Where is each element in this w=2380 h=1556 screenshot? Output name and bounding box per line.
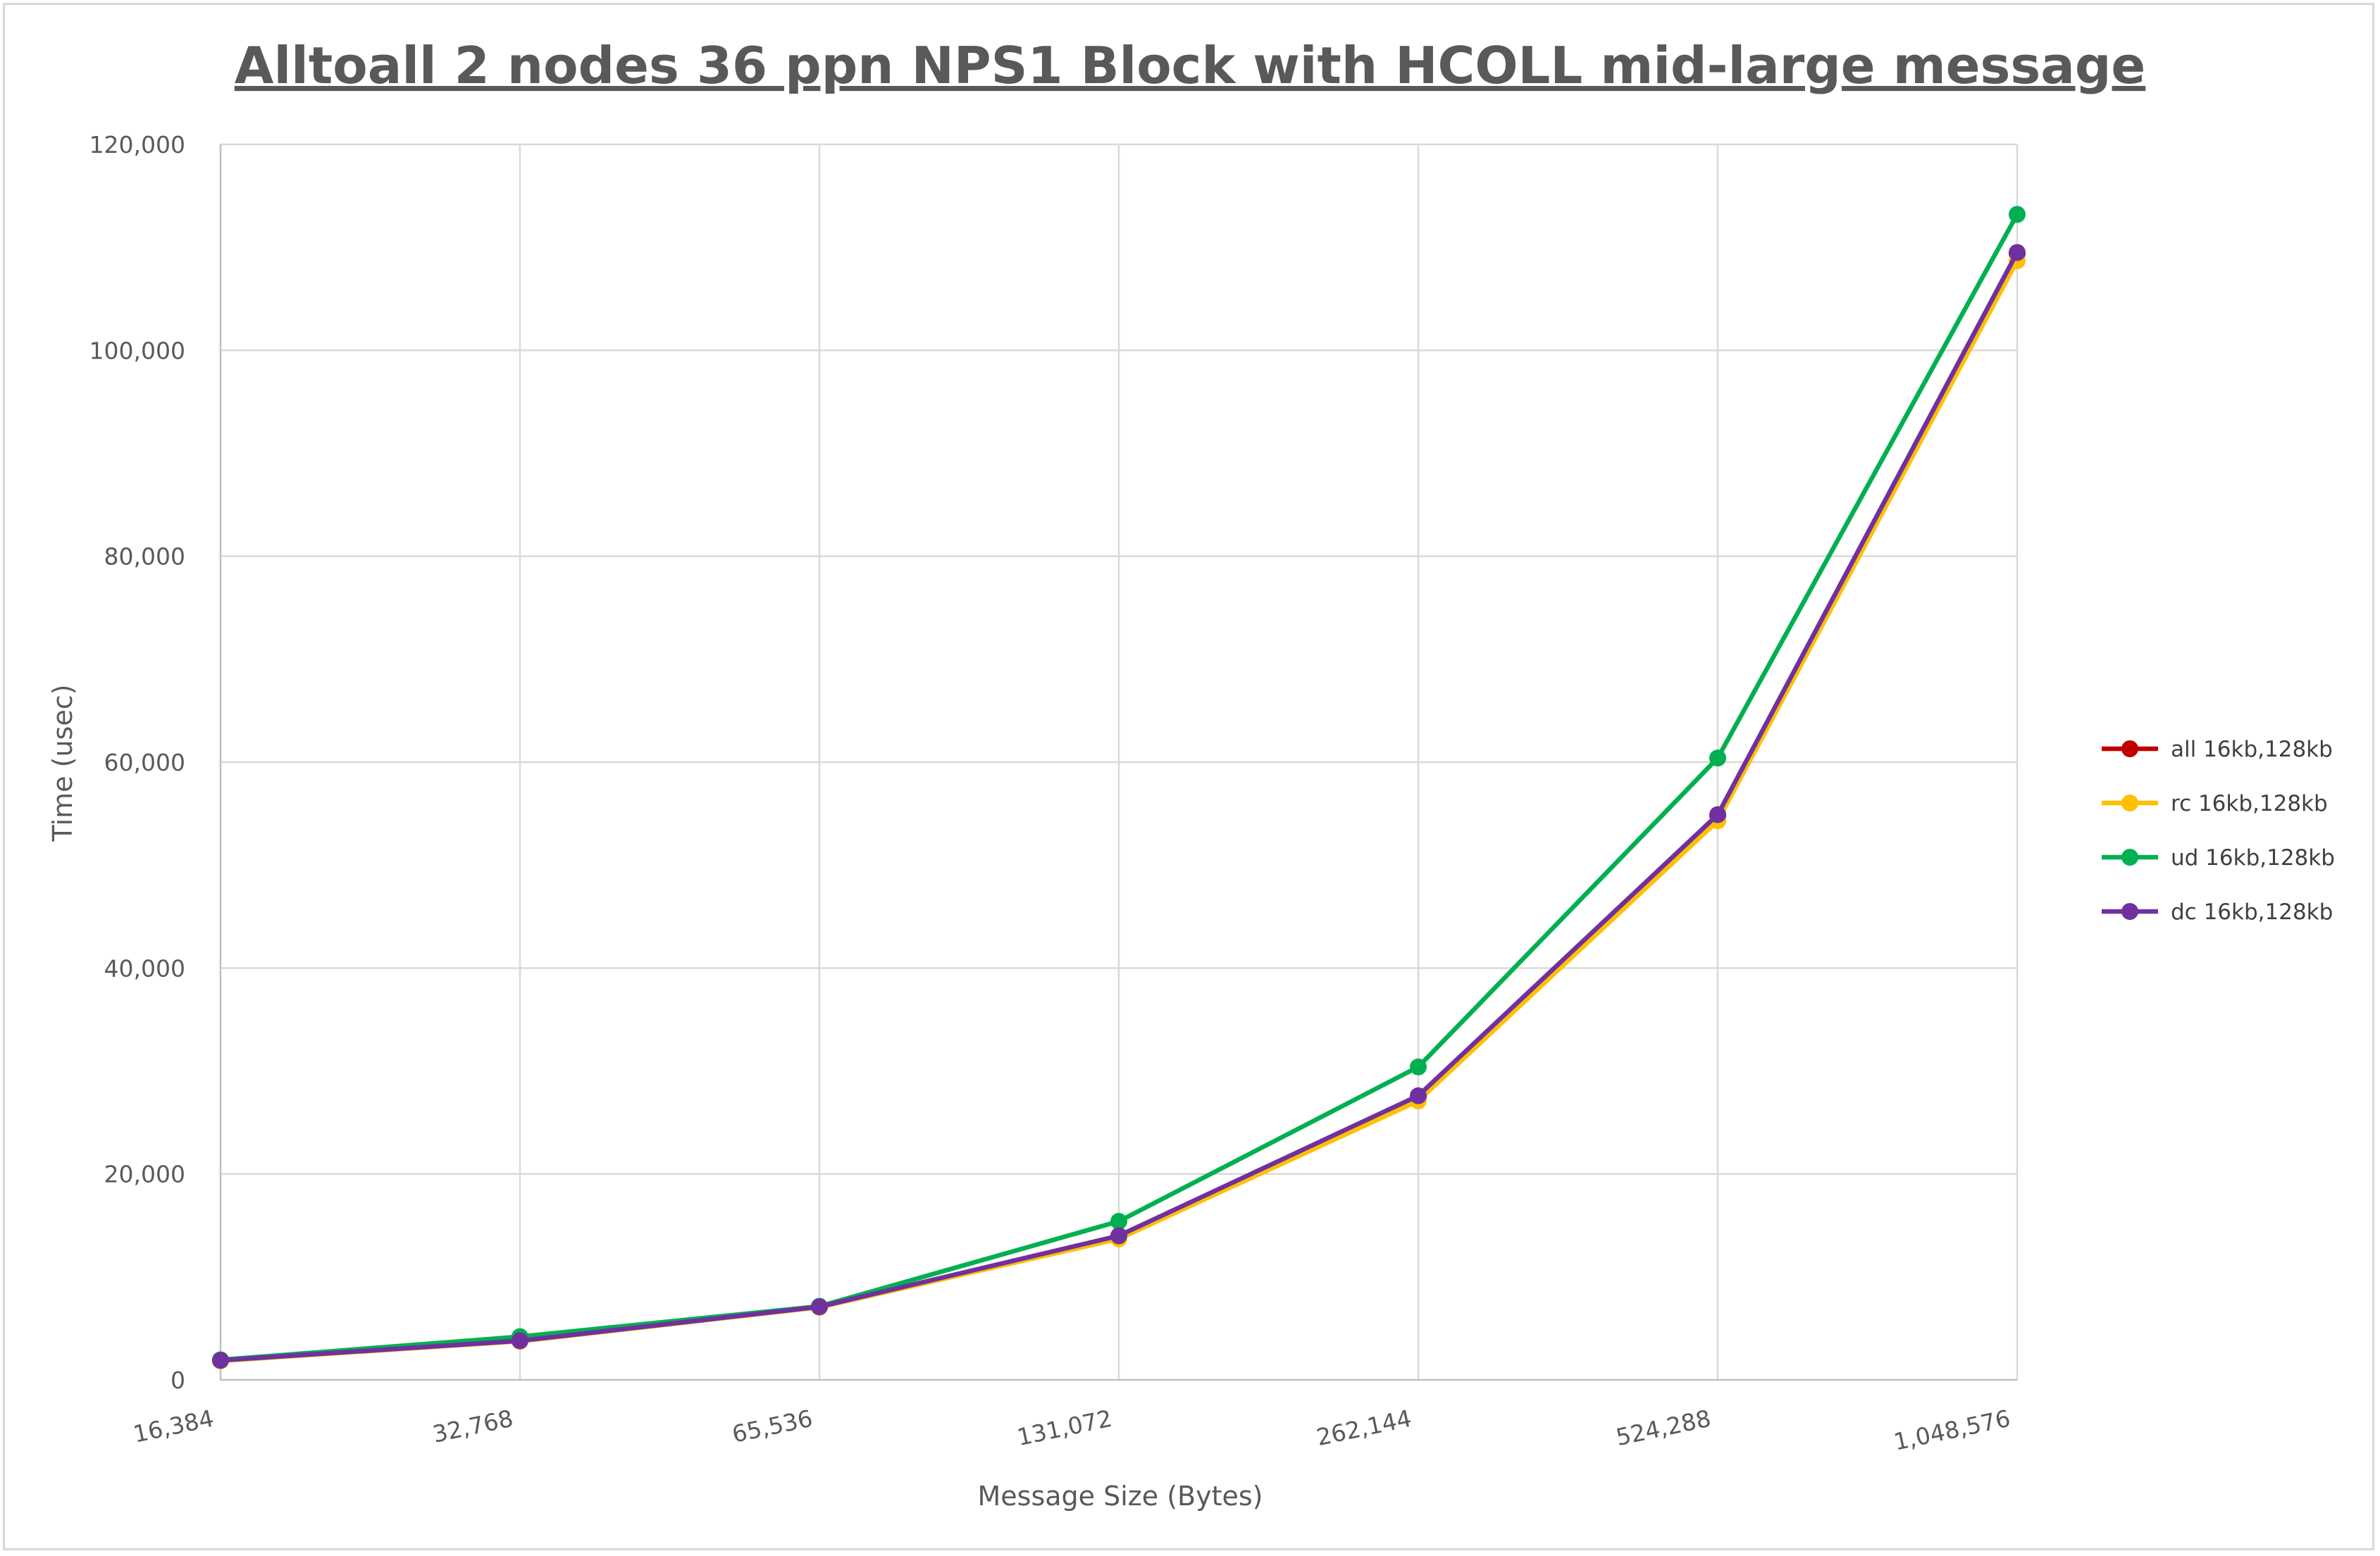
data-point	[1110, 1212, 1127, 1230]
x-axis-ticks: 16,384 32,768 65,536 131,072 262,144 524,288 1…	[131, 1405, 2013, 1456]
x-tick-label: 16,384	[131, 1405, 216, 1448]
y-tick-label: 60,000	[104, 749, 185, 776]
legend-marker	[2121, 795, 2138, 811]
data-point	[1709, 806, 1726, 823]
legend-label: ud 16kb,128kb	[2171, 845, 2335, 871]
legend-item-0: all 16kb,128kb	[2102, 737, 2333, 762]
data-point	[1410, 1058, 1427, 1076]
y-tick-label: 80,000	[104, 543, 185, 571]
x-tick-label: 131,072	[1015, 1405, 1115, 1452]
y-axis-title: Time (usec)	[47, 685, 78, 842]
x-tick-label: 524,288	[1613, 1405, 1713, 1452]
gridlines	[219, 143, 2019, 1381]
chart-frame	[3, 3, 2374, 1550]
y-tick-label: 20,000	[104, 1161, 185, 1188]
legend-item-3: dc 16kb,128kb	[2102, 900, 2333, 925]
data-point	[1110, 1227, 1127, 1245]
y-tick-label: 100,000	[89, 337, 185, 364]
x-tick-label: 32,768	[430, 1405, 516, 1448]
x-tick-label: 65,536	[730, 1405, 815, 1448]
data-point	[1410, 1087, 1427, 1104]
chart-title: Alltoall 2 nodes 36 ppn NPS1 Block with …	[235, 36, 2145, 95]
y-axis-ticks: 0 20,000 40,000 60,000 80,000 100,000 120,000	[89, 131, 185, 1394]
series-lines	[212, 206, 2026, 1369]
series-3	[212, 244, 2026, 1369]
y-tick-label: 40,000	[104, 954, 185, 982]
data-point	[512, 1332, 528, 1350]
legend-label: all 16kb,128kb	[2171, 737, 2333, 762]
legend-label: dc 16kb,128kb	[2171, 900, 2333, 925]
y-tick-label: 120,000	[89, 131, 185, 158]
legend-item-1: rc 16kb,128kb	[2102, 791, 2328, 816]
data-point	[212, 1352, 229, 1369]
x-axis-title: Message Size (Bytes)	[978, 1481, 1263, 1512]
data-point	[2009, 244, 2026, 261]
x-tick-label: 1,048,576	[1891, 1405, 2012, 1456]
legend-item-2: ud 16kb,128kb	[2102, 845, 2335, 871]
y-tick-label: 0	[171, 1367, 185, 1394]
legend-label: rc 16kb,128kb	[2171, 791, 2328, 816]
x-tick-label: 262,144	[1314, 1405, 1414, 1452]
data-point	[811, 1298, 828, 1316]
data-point	[2009, 206, 2026, 223]
legend: all 16kb,128kb rc 16kb,128kb ud 16kb,128kb…	[2102, 737, 2335, 925]
legend-marker	[2121, 903, 2138, 920]
legend-marker	[2121, 849, 2138, 866]
data-point	[1709, 749, 1726, 767]
legend-marker	[2121, 740, 2138, 757]
